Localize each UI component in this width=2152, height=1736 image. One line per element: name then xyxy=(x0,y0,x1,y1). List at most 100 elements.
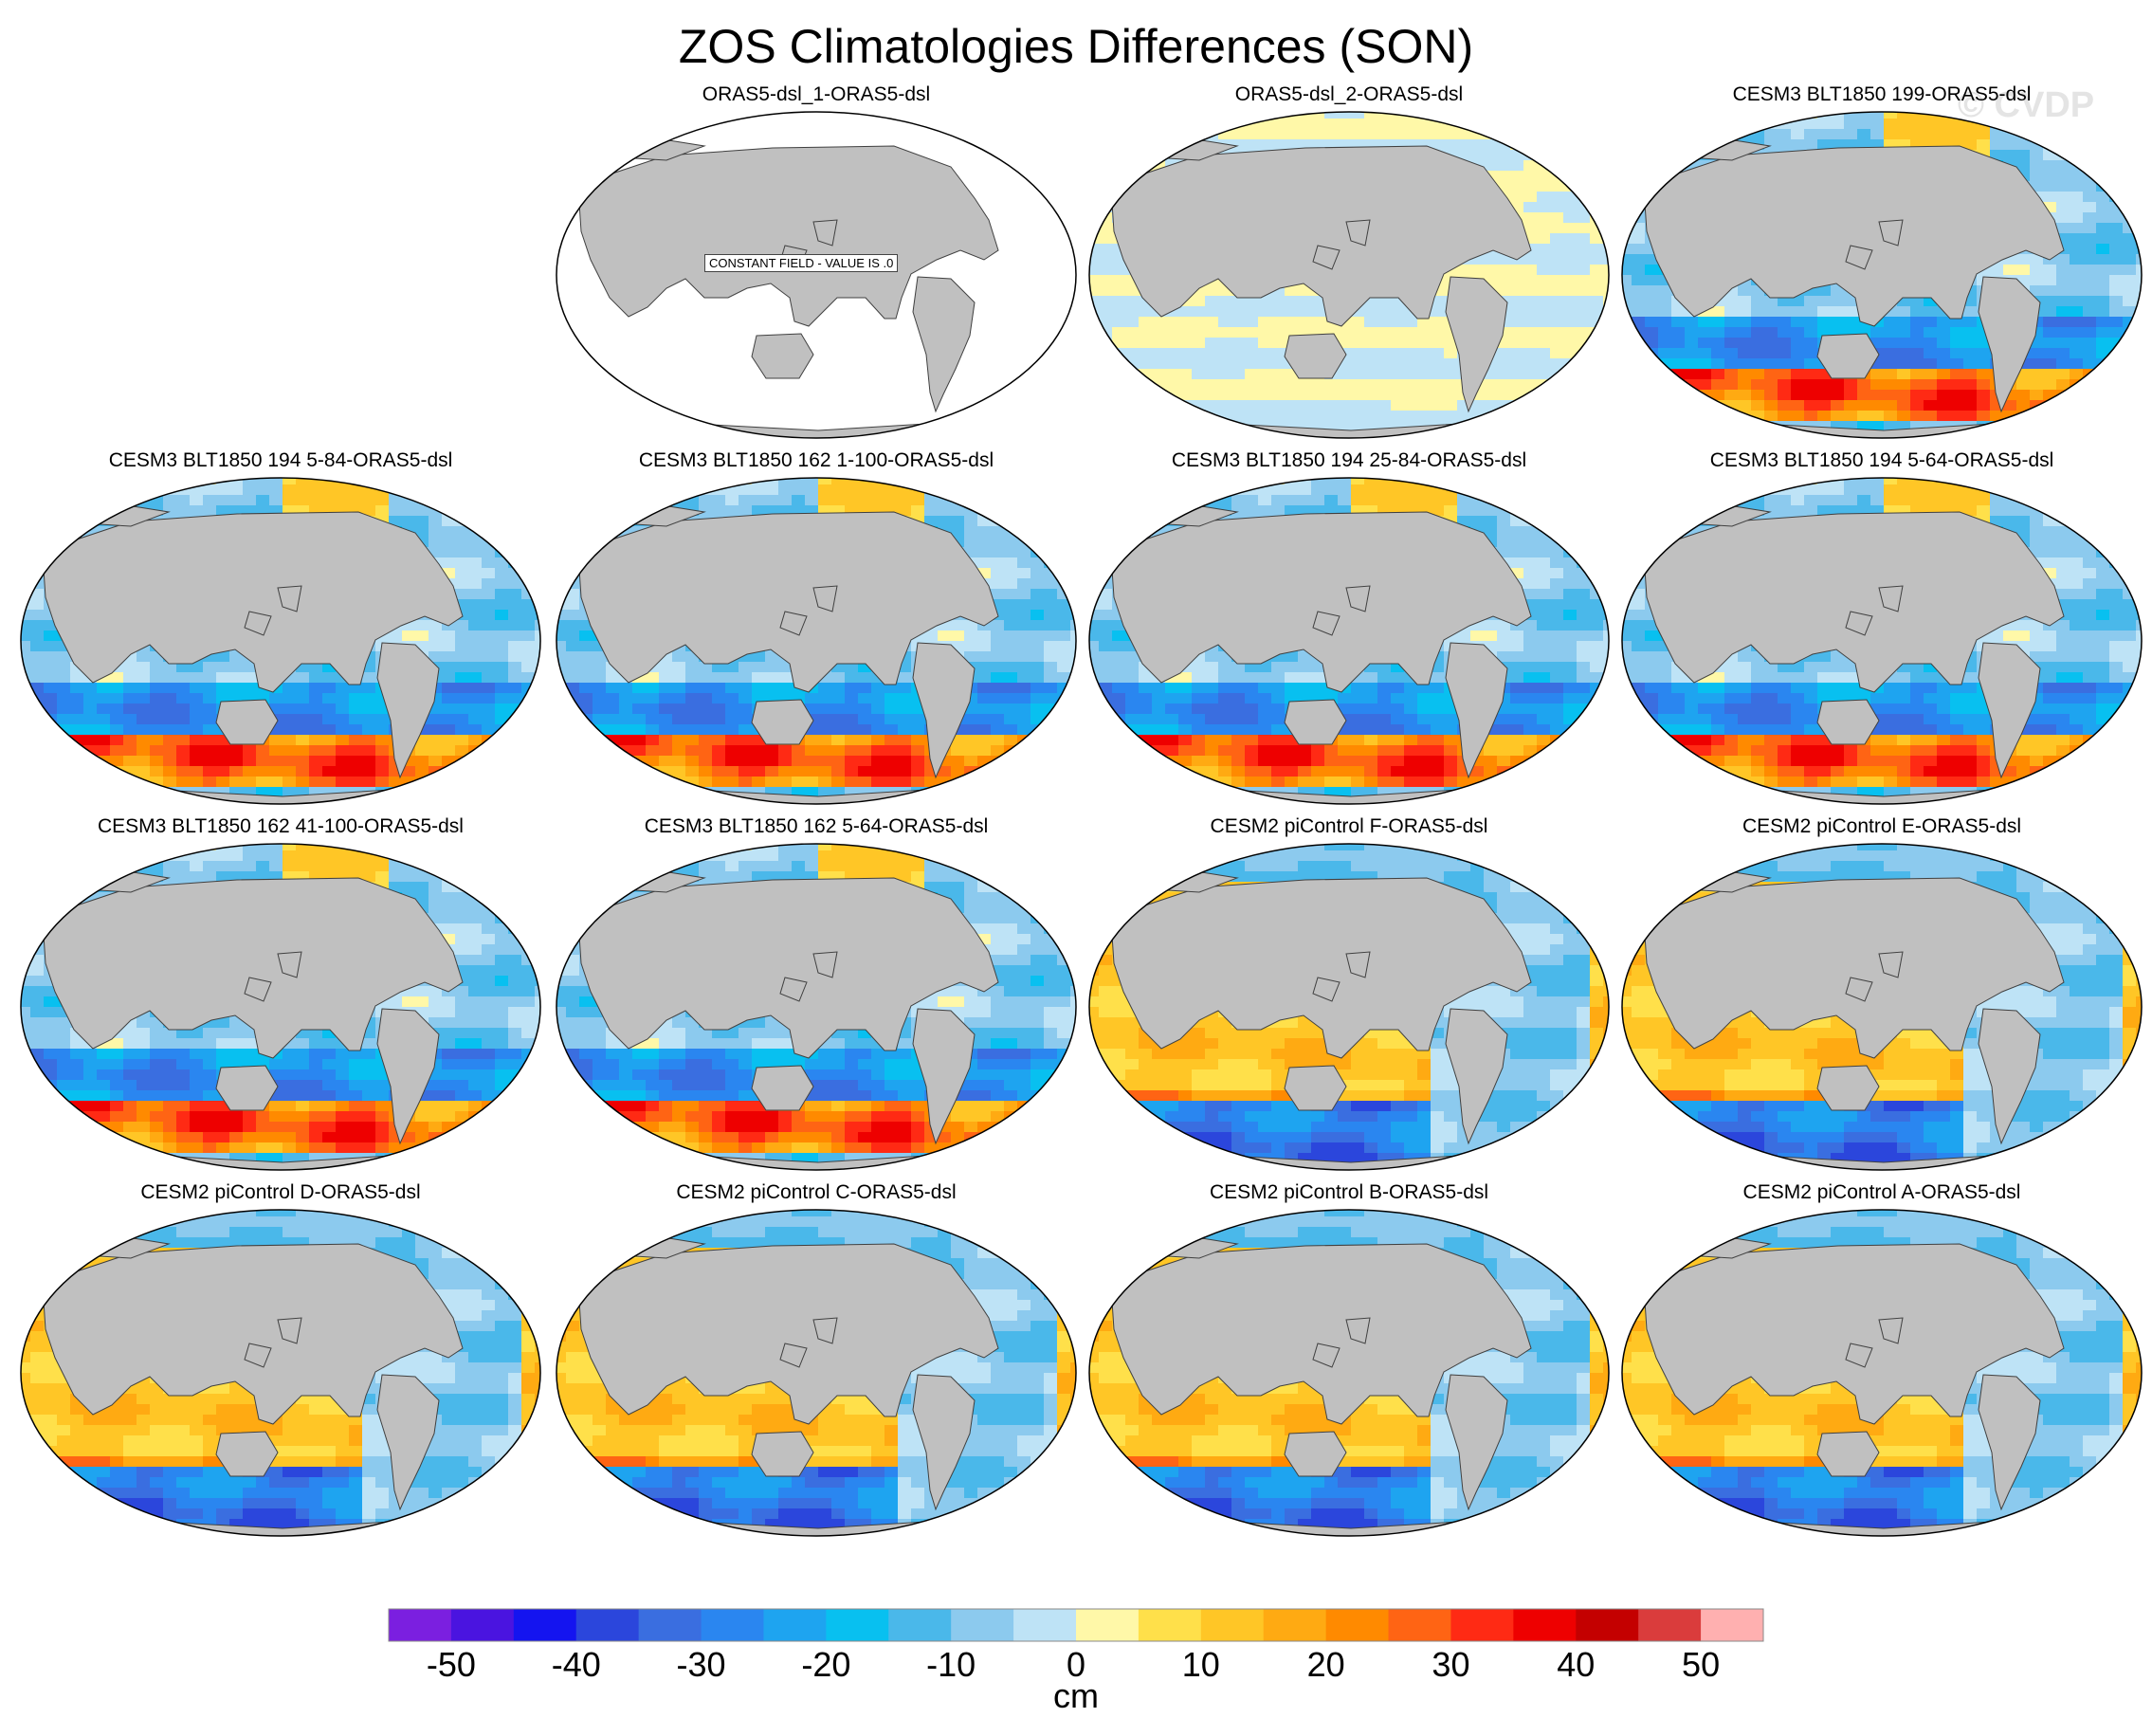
colorbar-units: cm xyxy=(1053,1676,1099,1715)
landmass xyxy=(43,511,464,693)
colorbar-swatch xyxy=(1638,1609,1702,1641)
landmass xyxy=(1644,877,2065,1059)
landmass xyxy=(912,276,976,413)
colorbar-swatch xyxy=(450,1609,515,1641)
map-border xyxy=(1621,1209,2143,1537)
landmass xyxy=(277,951,302,978)
colorbar-swatch xyxy=(1701,1609,1764,1641)
landmass xyxy=(1644,511,2065,693)
landmass xyxy=(376,642,440,779)
landmass xyxy=(1445,642,1508,779)
colorbar-swatch xyxy=(1200,1609,1265,1641)
landmass xyxy=(1445,276,1508,413)
landmass xyxy=(1845,977,1873,1002)
colorbar-tick-label: 0 xyxy=(1066,1645,1086,1684)
landmass xyxy=(1284,699,1347,745)
landmass xyxy=(1111,145,1532,327)
landmass xyxy=(751,333,814,379)
landmass xyxy=(751,699,814,745)
world-map xyxy=(1088,477,1610,805)
map-border xyxy=(556,111,1077,439)
colorbar-swatch xyxy=(1325,1609,1390,1641)
landmass xyxy=(1644,1243,2065,1425)
landmass xyxy=(812,951,838,978)
map-panel: CESM3 BLT1850 194 5-64-ORAS5-dsl xyxy=(1618,449,2145,812)
panel-title: ORAS5-dsl_1-ORAS5-dsl xyxy=(702,83,931,105)
map-border xyxy=(556,477,1077,805)
world-map xyxy=(1621,477,2143,805)
map-panel: ORAS5-dsl_2-ORAS5-dsl xyxy=(1085,83,1613,446)
world-map xyxy=(1088,843,1610,1171)
map-panel: CESM2 piControl A-ORAS5-dsl xyxy=(1618,1181,2145,1544)
panel-title: CESM3 BLT1850 162 5-64-ORAS5-dsl xyxy=(644,815,989,837)
map-panel: CESM3 BLT1850 199-ORAS5-dsl xyxy=(1618,83,2145,446)
colorbar-swatch xyxy=(638,1609,702,1641)
landmass xyxy=(244,1343,272,1368)
panel-title: CESM3 BLT1850 162 41-100-ORAS5-dsl xyxy=(98,815,464,837)
colorbar-tick-label: -50 xyxy=(426,1645,476,1684)
landmass xyxy=(244,611,272,636)
landmass xyxy=(1345,219,1371,247)
landmass xyxy=(1312,977,1340,1002)
landmass xyxy=(912,642,976,779)
world-map xyxy=(20,843,541,1171)
colorbar-tick-label: -10 xyxy=(926,1645,976,1684)
world-map xyxy=(1088,111,1610,439)
panel-title: CESM2 piControl D-ORAS5-dsl xyxy=(140,1181,421,1203)
landmass xyxy=(277,1317,302,1344)
map-panel: CESM3 BLT1850 194 5-84-ORAS5-dsl xyxy=(17,449,544,812)
world-map xyxy=(1621,111,2143,439)
landmass xyxy=(1978,1008,2041,1145)
landmass xyxy=(1111,1243,1532,1425)
map-panel: CESM2 piControl F-ORAS5-dsl xyxy=(1085,815,1613,1178)
landmass xyxy=(1816,333,1880,379)
cvdp-watermark: © CVDP xyxy=(1958,85,2095,125)
map-panel: CESM3 BLT1850 162 41-100-ORAS5-dsl xyxy=(17,815,544,1178)
landmass xyxy=(1845,245,1873,270)
landmass xyxy=(1284,333,1347,379)
colorbar-tick-label: 10 xyxy=(1181,1645,1220,1684)
map-border xyxy=(556,1209,1077,1537)
constant-field-label: CONSTANT FIELD - VALUE IS .0 xyxy=(704,254,899,272)
panel-title: CESM2 piControl C-ORAS5-dsl xyxy=(676,1181,957,1203)
colorbar-swatch xyxy=(1513,1609,1577,1641)
panel-title: CESM3 BLT1850 194 25-84-ORAS5-dsl xyxy=(1171,449,1527,471)
map-border xyxy=(20,1209,541,1537)
landmass xyxy=(912,1374,976,1511)
figure-title: ZOS Climatologies Differences (SON) xyxy=(678,20,1474,73)
landmass xyxy=(1445,1008,1508,1145)
map-border xyxy=(20,477,541,805)
panel-title: CESM3 BLT1850 199-ORAS5-dsl xyxy=(1732,83,2032,105)
colorbar-swatch xyxy=(888,1609,952,1641)
map-panel: CESM2 piControl E-ORAS5-dsl xyxy=(1618,815,2145,1178)
landmass xyxy=(1816,1065,1880,1111)
landmass xyxy=(1816,699,1880,745)
world-map xyxy=(20,477,541,805)
world-map xyxy=(556,477,1077,805)
landmass xyxy=(578,877,999,1059)
world-map xyxy=(556,1209,1077,1537)
colorbar-swatch xyxy=(575,1609,640,1641)
colorbar-tick-label: -20 xyxy=(801,1645,851,1684)
landmass xyxy=(1284,1065,1347,1111)
landmass xyxy=(1312,1343,1340,1368)
landmass xyxy=(1845,1343,1873,1368)
landmass xyxy=(578,145,999,327)
colorbar-swatch xyxy=(513,1609,577,1641)
landmass xyxy=(1312,245,1340,270)
landmass xyxy=(1878,951,1904,978)
landmass xyxy=(215,1431,279,1477)
landmass xyxy=(215,1065,279,1111)
world-map xyxy=(556,843,1077,1171)
world-map xyxy=(20,1209,541,1537)
panel-title: CESM2 piControl F-ORAS5-dsl xyxy=(1210,815,1488,837)
landmass xyxy=(779,977,808,1002)
colorbar-swatch xyxy=(701,1609,764,1641)
map-border xyxy=(556,843,1077,1171)
panel-title: CESM3 BLT1850 194 5-64-ORAS5-dsl xyxy=(1709,449,2054,471)
world-map xyxy=(1088,1209,1610,1537)
map-border xyxy=(1621,843,2143,1171)
map-panel: CESM2 piControl C-ORAS5-dsl xyxy=(553,1181,1080,1544)
landmass xyxy=(812,219,838,247)
colorbar-swatch xyxy=(1576,1609,1639,1641)
